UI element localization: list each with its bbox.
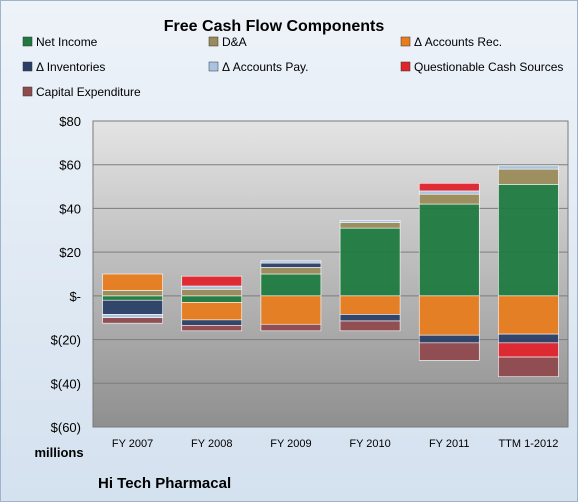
bar-inventories-fy-2010 <box>339 314 401 322</box>
bar-inventories-fy-2011 <box>418 334 480 344</box>
bar-accounts-rec-fy-2009 <box>260 295 322 325</box>
x-axis-ticks: FY 2007 FY 2008 FY 2009 FY 2010 FY 2011 TTM 1… <box>112 438 558 450</box>
bar-d-a-fy-2008 <box>181 288 243 297</box>
bar-accounts-rec-fy-2010 <box>339 295 401 315</box>
x-tick-label: FY 2008 <box>191 438 232 450</box>
legend-label-questionable-cash-sources: Questionable Cash Sources <box>414 60 563 74</box>
legend-label-accounts-rec: Δ Accounts Rec. <box>414 35 502 49</box>
y-tick-label: $80 <box>59 114 81 129</box>
gridlines <box>93 164 568 384</box>
bar-capital-expenditure-fy-2007 <box>102 317 163 324</box>
x-tick-label: FY 2009 <box>270 438 311 450</box>
bar-accounts-rec-fy-2007 <box>102 273 163 291</box>
legend-swatch-accounts-pay <box>208 61 219 72</box>
chart-title: Free Cash Flow Components <box>164 18 385 35</box>
bar-net-income-ttm-1-2012 <box>498 184 559 297</box>
legend-swatch-accounts-rec <box>400 36 411 47</box>
y-tick-label: $40 <box>59 201 81 216</box>
legend: Net Income D&A Δ Accounts Rec. Δ Inventorie… <box>22 35 563 99</box>
bar-capital-expenditure-ttm-1-2012 <box>498 356 559 378</box>
bar-d-a-fy-2009 <box>260 267 322 275</box>
bar-net-income-fy-2008 <box>181 295 243 303</box>
plot-area <box>92 120 569 428</box>
bar-accounts-pay-fy-2008 <box>181 285 243 290</box>
x-tick-label: FY 2007 <box>112 438 153 450</box>
bar-capital-expenditure-fy-2010 <box>339 320 401 332</box>
bar-accounts-pay-fy-2009 <box>260 260 322 264</box>
legend-label-capital-expenditure: Capital Expenditure <box>36 85 141 99</box>
bar-d-a-fy-2010 <box>339 222 401 229</box>
bars <box>102 165 559 378</box>
bar-net-income-fy-2010 <box>339 227 401 297</box>
y-axis-ticks: $80 $60 $40 $20 $- $(20) $(40) $(60) <box>51 114 81 435</box>
bar-accounts-rec-fy-2011 <box>418 295 480 336</box>
bar-accounts-pay-fy-2011 <box>418 190 480 195</box>
bar-accounts-pay-fy-2010 <box>339 220 401 223</box>
bar-inventories-fy-2008 <box>181 319 243 326</box>
legend-swatch-questionable-cash-sources <box>400 61 411 72</box>
bar-accounts-pay-ttm-1-2012 <box>498 165 559 170</box>
bar-questionable-cash-sources-ttm-1-2012 <box>498 342 559 358</box>
bar-inventories-fy-2007 <box>102 299 163 315</box>
bar-accounts-rec-ttm-1-2012 <box>498 295 559 335</box>
bar-net-income-fy-2007 <box>102 295 163 301</box>
y-tick-label: $- <box>69 289 81 304</box>
bar-inventories-ttm-1-2012 <box>498 333 559 344</box>
bar-d-a-fy-2007 <box>102 290 163 297</box>
legend-swatch-net-income <box>22 36 33 47</box>
bar-inventories-fy-2009 <box>260 262 322 268</box>
y-axis-label: millions <box>34 445 83 460</box>
bar-questionable-cash-sources-fy-2008 <box>181 275 243 287</box>
legend-label-d-a: D&A <box>222 35 247 49</box>
company-name: Hi Tech Pharmacal <box>98 475 231 492</box>
legend-label-accounts-pay: Δ Accounts Pay. <box>222 60 309 74</box>
x-tick-label: FY 2011 <box>429 438 470 450</box>
bar-net-income-fy-2009 <box>260 273 322 297</box>
bar-capital-expenditure-fy-2009 <box>260 323 322 332</box>
y-tick-label: $60 <box>59 158 81 173</box>
y-tick-label: $(60) <box>51 420 81 435</box>
legend-label-net-income: Net Income <box>36 35 98 49</box>
bar-accounts-pay-fy-2007 <box>102 314 163 319</box>
bar-questionable-cash-sources-fy-2011 <box>418 182 480 192</box>
y-tick-label: $20 <box>59 245 81 260</box>
bar-capital-expenditure-fy-2008 <box>181 325 243 332</box>
legend-swatch-capital-expenditure <box>22 86 33 97</box>
legend-swatch-inventories <box>22 61 33 72</box>
bar-d-a-ttm-1-2012 <box>498 168 559 185</box>
bar-capital-expenditure-fy-2011 <box>418 342 480 361</box>
x-tick-label: TTM 1-2012 <box>498 438 558 450</box>
legend-label-inventories: Δ Inventories <box>36 60 105 74</box>
y-tick-label: $(40) <box>51 376 81 391</box>
y-tick-label: $(20) <box>51 333 81 348</box>
legend-swatch-d-a <box>208 36 219 47</box>
bar-net-income-fy-2011 <box>418 203 480 297</box>
bar-accounts-rec-fy-2008 <box>181 302 243 321</box>
bar-d-a-fy-2011 <box>418 193 480 205</box>
x-tick-label: FY 2010 <box>349 438 390 450</box>
